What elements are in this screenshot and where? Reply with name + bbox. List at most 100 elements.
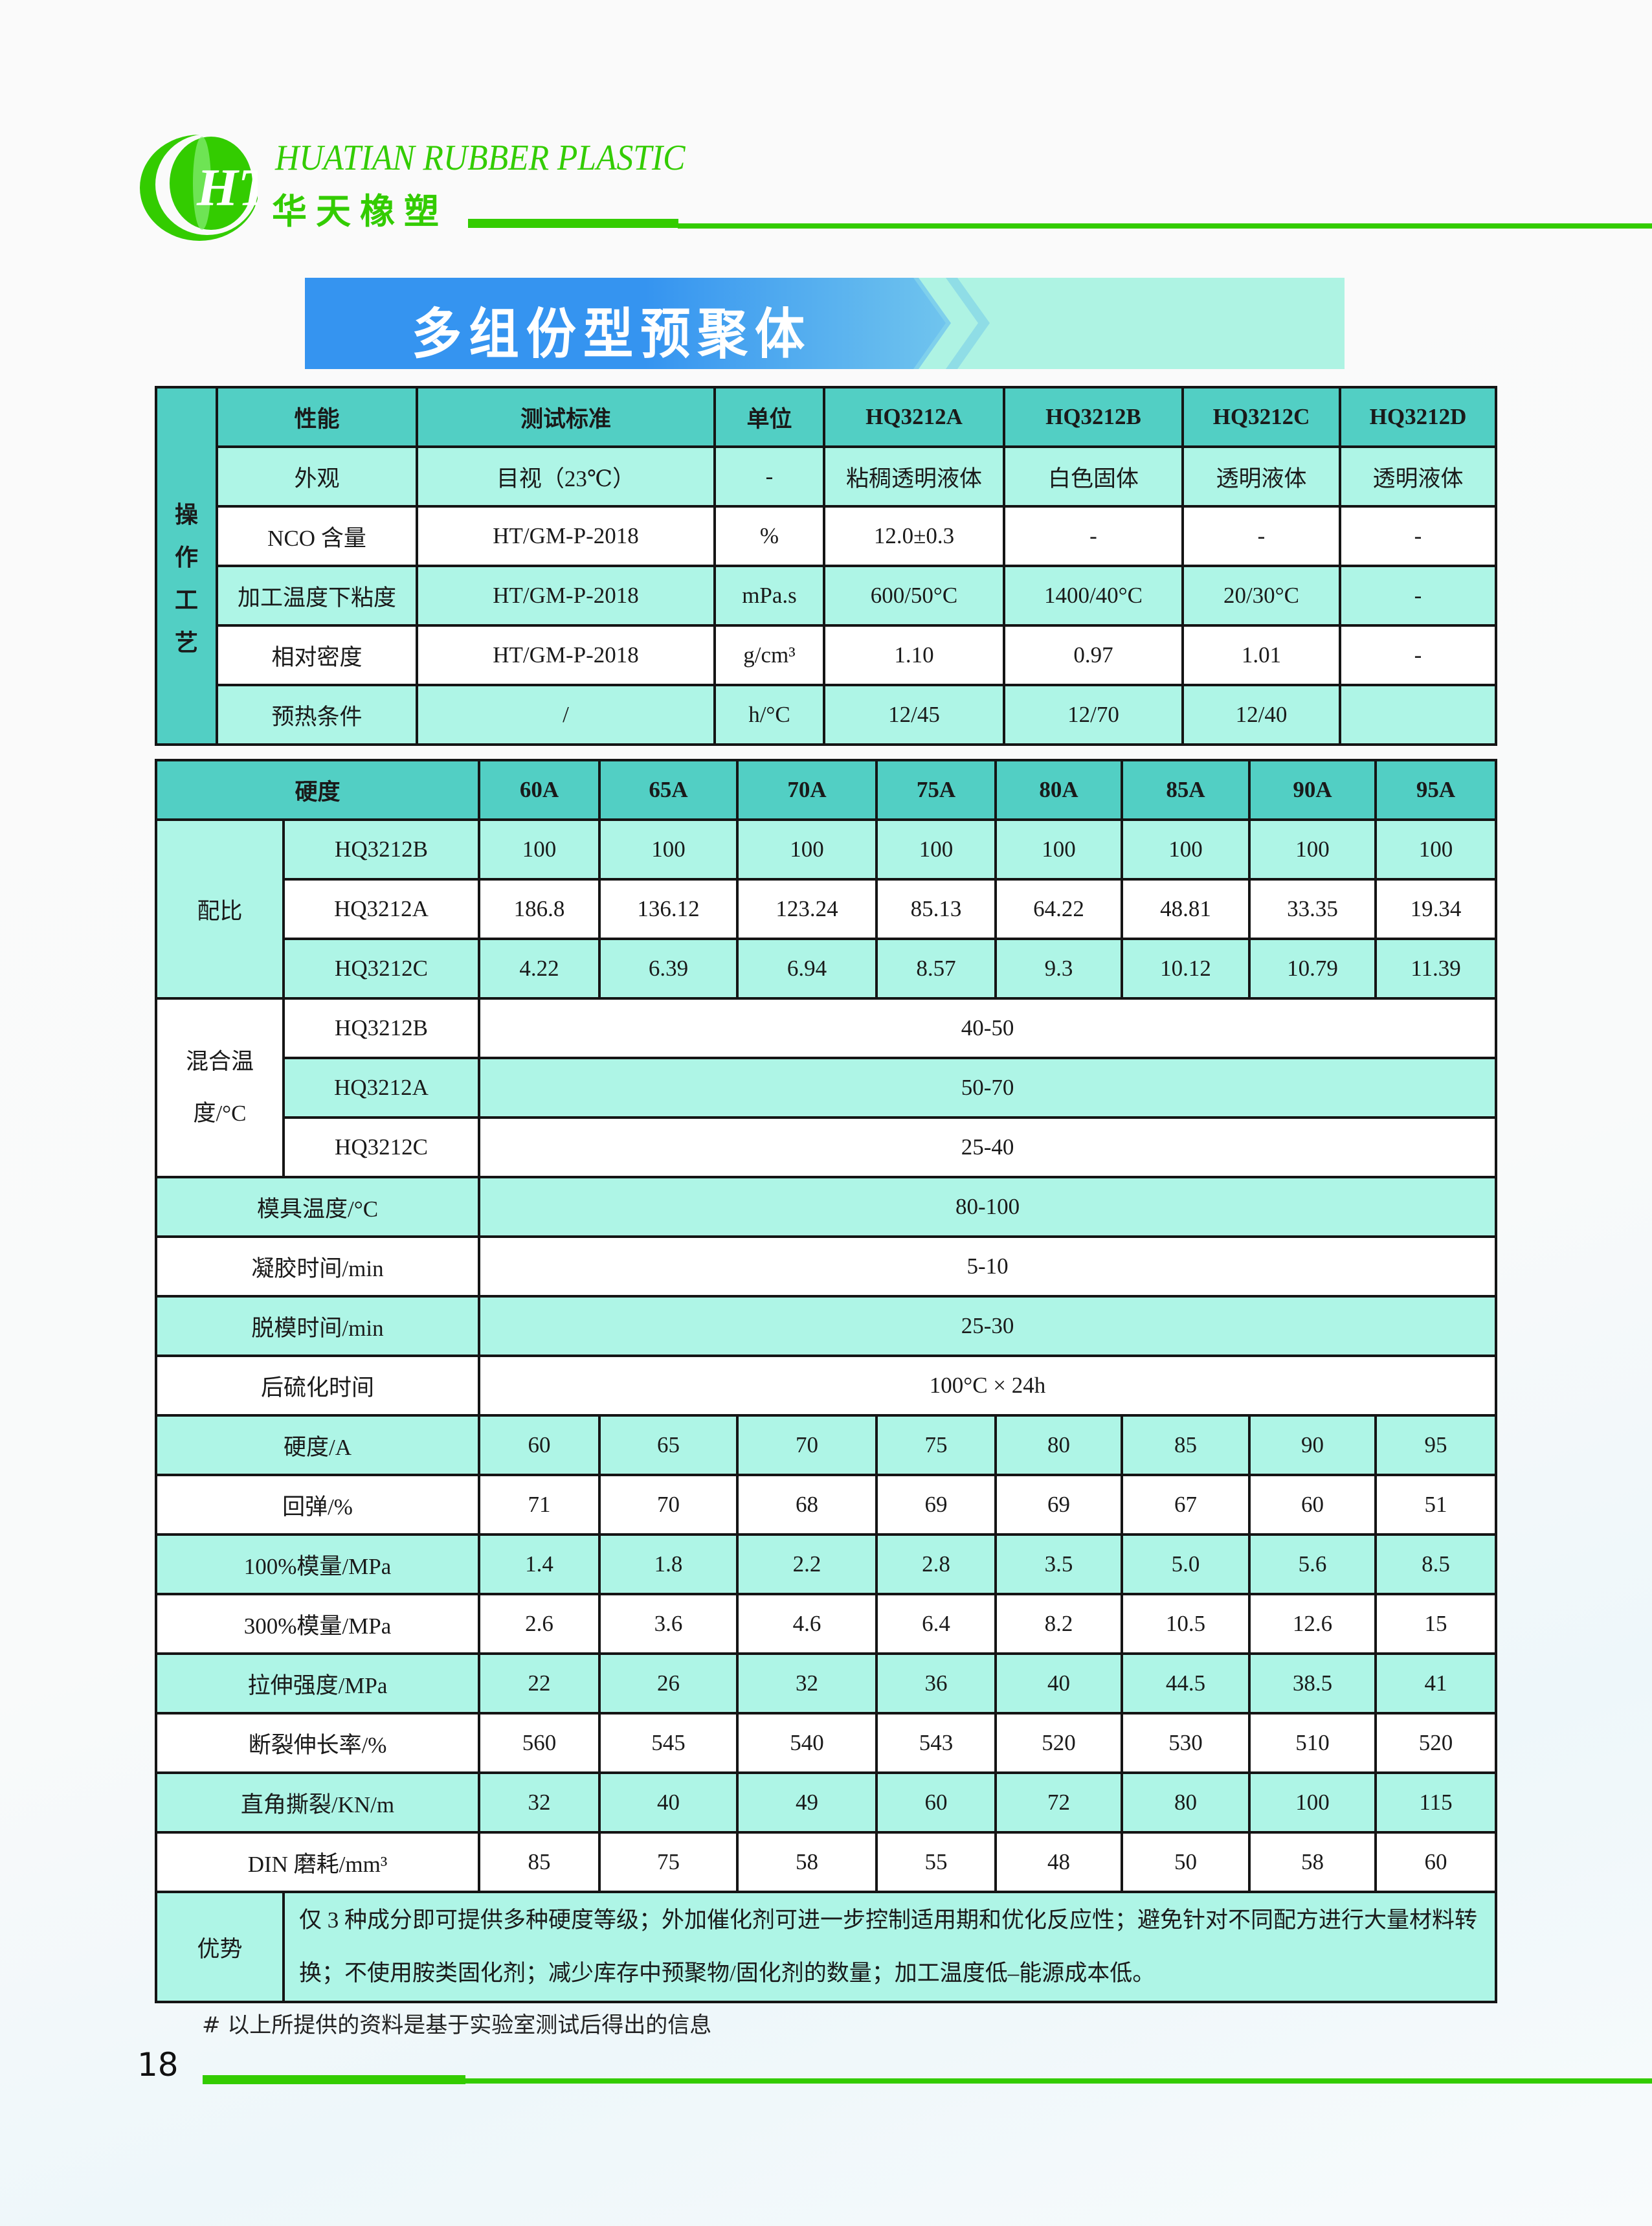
mix-temp-value: 25-40 bbox=[478, 1116, 1498, 1178]
property-value: 70 bbox=[598, 1474, 739, 1536]
ratio-value: 100 bbox=[1374, 818, 1498, 881]
property-row: 断裂伸长率/% 560 545 540 543 520 530 510 520 bbox=[154, 1712, 1498, 1774]
section-banner: 多组份型预聚体 bbox=[305, 278, 1345, 369]
property-value: 40 bbox=[994, 1652, 1124, 1714]
property-value: 55 bbox=[875, 1831, 998, 1893]
table-cell: 透明液体 bbox=[1181, 445, 1341, 508]
property-value: 60 bbox=[1374, 1831, 1498, 1893]
property-label: 硬度/A bbox=[154, 1414, 481, 1476]
property-value: 80 bbox=[1121, 1771, 1251, 1834]
table-cell bbox=[1339, 684, 1497, 746]
property-value: 540 bbox=[736, 1712, 878, 1774]
property-row: 300%模量/MPa 2.6 3.6 4.6 6.4 8.2 10.5 12.6 15 bbox=[154, 1593, 1498, 1655]
ratio-value: 48.81 bbox=[1121, 878, 1251, 940]
property-value: 50 bbox=[1121, 1831, 1251, 1893]
property-value: 510 bbox=[1248, 1712, 1378, 1774]
property-value: 60 bbox=[1248, 1474, 1378, 1536]
property-label: 300%模量/MPa bbox=[154, 1593, 481, 1655]
property-value: 8.2 bbox=[994, 1593, 1124, 1655]
table-row: 预热条件 / h/°C 12/45 12/70 12/40 bbox=[156, 684, 1497, 746]
ratio-value: 19.34 bbox=[1374, 878, 1498, 940]
property-value: 5.0 bbox=[1121, 1533, 1251, 1595]
process-label: 后硫化时间 bbox=[154, 1355, 481, 1417]
side-label-char: 作 bbox=[174, 545, 198, 570]
property-row: 硬度/A 60 65 70 75 80 85 90 95 bbox=[154, 1414, 1498, 1476]
grade-header: 60A bbox=[478, 759, 601, 821]
grade-header: 90A bbox=[1248, 759, 1378, 821]
ratio-value: 100 bbox=[1248, 818, 1378, 881]
process-label: 模具温度/°C bbox=[154, 1176, 481, 1238]
component-name: HQ3212A bbox=[282, 878, 481, 940]
mix-temp-row: HQ3212A 50-70 bbox=[156, 1057, 1498, 1119]
property-value: 2.8 bbox=[875, 1533, 998, 1595]
header-rule bbox=[678, 223, 1652, 229]
grade-header: 80A bbox=[994, 759, 1124, 821]
column-header: HQ3212D bbox=[1339, 386, 1497, 448]
table-row: 相对密度 HT/GM-P-2018 g/cm³ 1.10 0.97 1.01- bbox=[156, 624, 1497, 686]
property-value: 69 bbox=[994, 1474, 1124, 1536]
property-value: 60 bbox=[875, 1771, 998, 1834]
ratio-row: HQ3212A 186.8 136.12 123.24 85.13 64.22 48.81 3… bbox=[156, 878, 1498, 940]
page-title: 多组份型预聚体 bbox=[412, 302, 812, 366]
process-label: 凝胶时间/min bbox=[154, 1235, 481, 1298]
side-label-char: 操 bbox=[174, 502, 198, 528]
process-row: 模具温度/°C 80-100 bbox=[154, 1176, 1498, 1238]
ratio-value: 100 bbox=[478, 818, 601, 881]
property-value: 36 bbox=[875, 1652, 998, 1714]
property-value: 560 bbox=[478, 1712, 601, 1774]
property-value: 4.6 bbox=[736, 1593, 878, 1655]
table-header-row: 操作工艺性能 测试标准 单位 HQ3212A HQ3212B HQ3212C HQ3212D bbox=[155, 386, 1497, 746]
table-cell: % bbox=[713, 505, 825, 567]
component-name: HQ3212C bbox=[282, 938, 481, 1000]
process-value: 100°C × 24h bbox=[478, 1355, 1498, 1417]
ratio-value: 4.22 bbox=[478, 938, 601, 1000]
property-value: 1.4 bbox=[478, 1533, 601, 1595]
ratio-value: 136.12 bbox=[598, 878, 739, 940]
property-value: 5.6 bbox=[1248, 1533, 1378, 1595]
ratio-value: 33.35 bbox=[1248, 878, 1378, 940]
property-value: 65 bbox=[598, 1414, 739, 1476]
table-cell: 加工温度下粘度 bbox=[216, 565, 418, 627]
ratio-value: 6.39 bbox=[598, 938, 739, 1000]
table-cell: 1400/40°C bbox=[1003, 565, 1184, 627]
table-cell: g/cm³ bbox=[713, 624, 825, 686]
table-cell: 目视（23℃） bbox=[416, 445, 716, 508]
chevron-decoration bbox=[946, 278, 990, 369]
property-value: 3.6 bbox=[598, 1593, 739, 1655]
property-value: 70 bbox=[736, 1414, 878, 1476]
ratio-value: 100 bbox=[875, 818, 998, 881]
table-header-row: 硬度 60A 65A 70A 75A 80A 85A 90A 95A bbox=[154, 759, 1498, 821]
property-value: 44.5 bbox=[1121, 1652, 1251, 1714]
ratio-value: 186.8 bbox=[478, 878, 601, 940]
table-cell: 预热条件 bbox=[216, 684, 418, 746]
table-row: NCO 含量 HT/GM-P-2018% 12.0±0.3- - - bbox=[156, 505, 1497, 567]
property-value: 51 bbox=[1374, 1474, 1498, 1536]
property-value: 72 bbox=[994, 1771, 1124, 1834]
property-value: 75 bbox=[875, 1414, 998, 1476]
property-label: 断裂伸长率/% bbox=[154, 1712, 481, 1774]
property-value: 6.4 bbox=[875, 1593, 998, 1655]
property-value: 3.5 bbox=[994, 1533, 1124, 1595]
ratio-value: 6.94 bbox=[736, 938, 878, 1000]
property-value: 1.8 bbox=[598, 1533, 739, 1595]
page-number: 18 bbox=[137, 2046, 179, 2084]
property-value: 58 bbox=[1248, 1831, 1378, 1893]
table-cell: 600/50°C bbox=[823, 565, 1005, 627]
property-row: 直角撕裂/KN/m 32 40 49 60 72 80 100 115 bbox=[154, 1771, 1498, 1834]
property-value: 26 bbox=[598, 1652, 739, 1714]
property-value: 520 bbox=[994, 1712, 1124, 1774]
table-cell: - bbox=[1339, 624, 1497, 686]
column-header: HQ3212C bbox=[1181, 386, 1341, 448]
huatian-logo: HT bbox=[140, 134, 258, 241]
property-label: 100%模量/MPa bbox=[154, 1533, 481, 1595]
property-value: 543 bbox=[875, 1712, 998, 1774]
table-cell: HT/GM-P-2018 bbox=[416, 565, 716, 627]
table-row: 外观 目视（23℃） - 粘稠透明液体 白色固体 透明液体 透明液体 bbox=[156, 445, 1497, 508]
mix-temp-label: 混合温 度/°C bbox=[155, 997, 285, 1178]
process-properties-table: 操作工艺性能 测试标准 单位 HQ3212A HQ3212B HQ3212C HQ3212D… bbox=[155, 386, 1497, 746]
ratio-value: 10.12 bbox=[1121, 938, 1251, 1000]
mix-temp-label-line: 度/°C bbox=[193, 1101, 247, 1126]
footnote: # 以上所提供的资料是基于实验室测试后得出的信息 bbox=[202, 2012, 712, 2038]
property-value: 12.6 bbox=[1248, 1593, 1378, 1655]
property-value: 530 bbox=[1121, 1712, 1251, 1774]
